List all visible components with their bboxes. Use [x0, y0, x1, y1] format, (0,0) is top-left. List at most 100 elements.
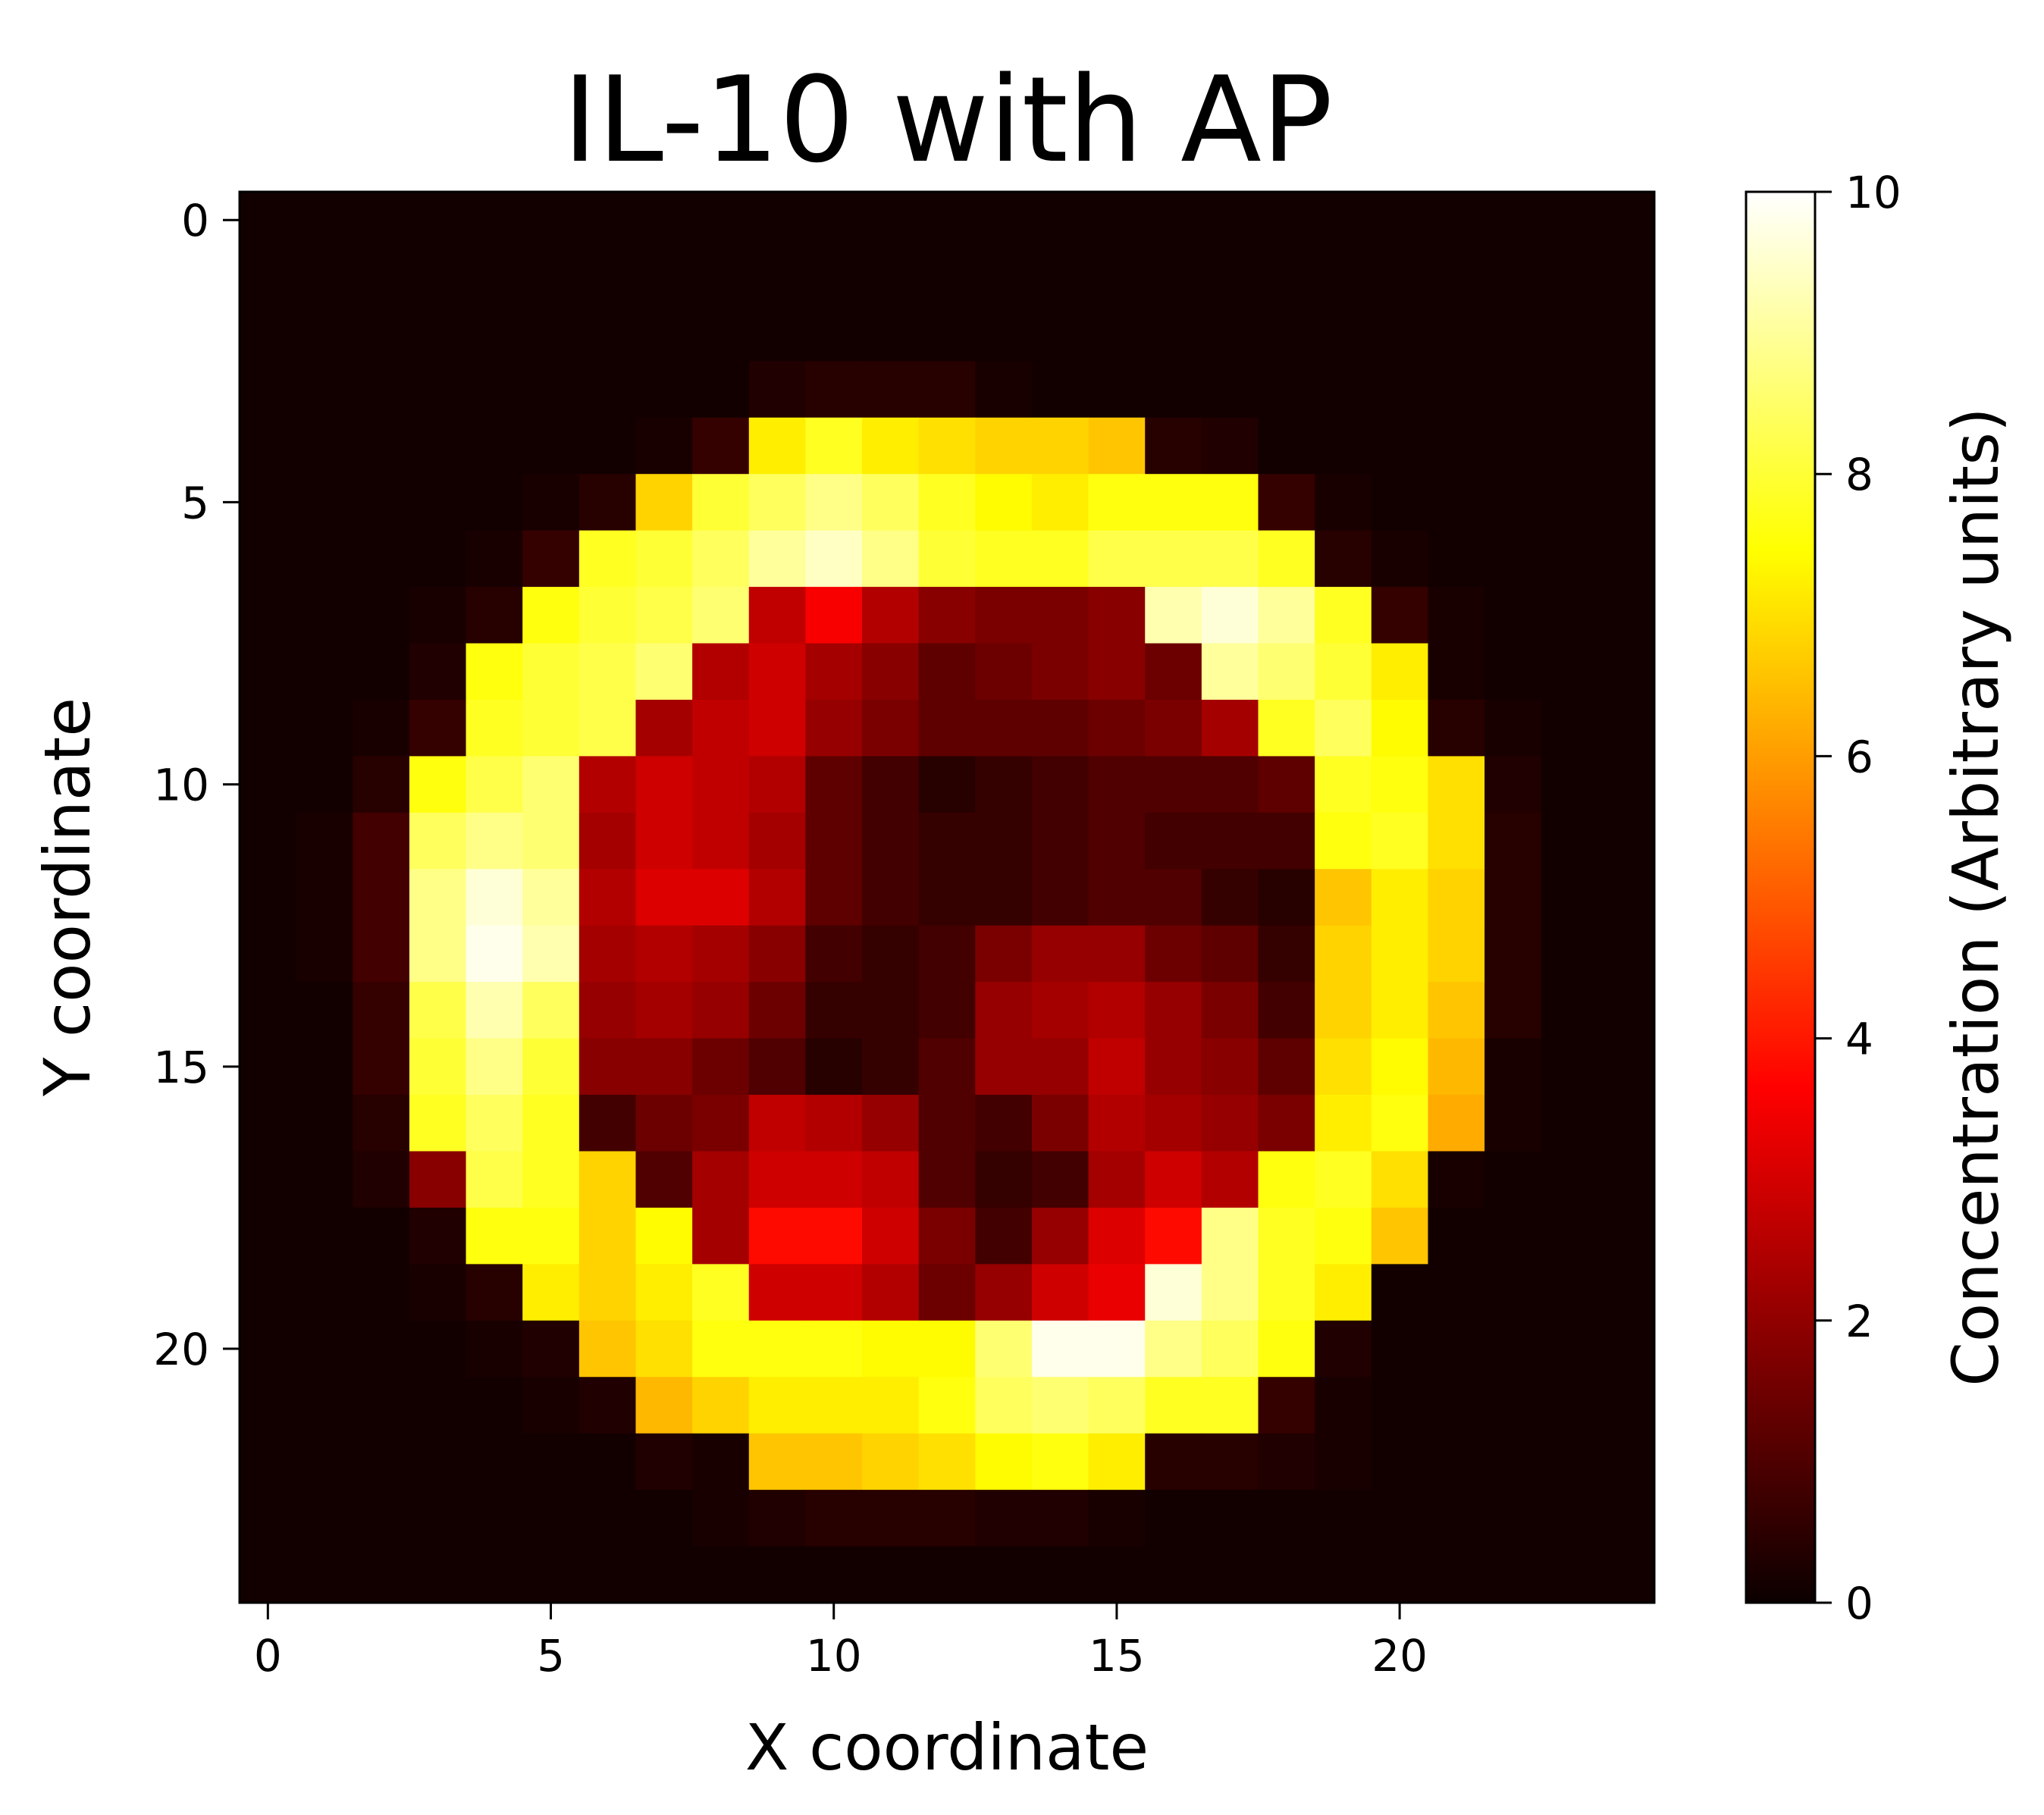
heatmap-cell — [522, 192, 580, 249]
heatmap-cell — [1315, 1377, 1372, 1434]
heatmap-cell — [240, 248, 297, 306]
heatmap-cell — [1597, 1320, 1655, 1378]
heatmap-cell — [1031, 1546, 1089, 1603]
heatmap-cell — [862, 530, 920, 588]
heatmap-cell — [1484, 1377, 1542, 1434]
heatmap-cell — [692, 756, 750, 813]
heatmap-cell — [748, 699, 806, 757]
heatmap-cell — [1541, 1151, 1598, 1208]
heatmap-cell — [1597, 982, 1655, 1039]
heatmap-cell — [975, 699, 1033, 757]
heatmap-cell — [1428, 1264, 1485, 1321]
heatmap-cell — [522, 756, 580, 813]
heatmap-cell — [1597, 925, 1655, 983]
heatmap-cell — [1597, 304, 1655, 362]
colorbar-tick-label: 0 — [1845, 1578, 1873, 1629]
heatmap-cell — [578, 1207, 637, 1265]
heatmap-cell — [1315, 1546, 1372, 1603]
heatmap-cell — [1541, 1207, 1598, 1265]
heatmap-cell — [409, 699, 467, 757]
heatmap-cell — [1597, 1207, 1655, 1265]
heatmap-cell — [296, 474, 353, 531]
heatmap-cell — [1597, 1433, 1655, 1491]
heatmap-cell — [1484, 925, 1542, 983]
heatmap-cell — [466, 1320, 523, 1378]
heatmap-cell — [409, 192, 467, 249]
heatmap-cell — [1541, 1433, 1598, 1491]
heatmap-cell — [1371, 530, 1429, 588]
heatmap-cell — [748, 1320, 806, 1378]
heatmap-cell — [975, 1264, 1033, 1321]
heatmap-cell — [466, 1095, 523, 1152]
heatmap-cell — [1031, 699, 1089, 757]
heatmap-cell — [1371, 1320, 1429, 1378]
heatmap-cell — [748, 1546, 806, 1603]
heatmap-cell — [296, 1207, 353, 1265]
heatmap-cell — [748, 812, 806, 870]
heatmap-cell — [1371, 192, 1429, 249]
heatmap-cell — [1031, 982, 1089, 1039]
heatmap-cell — [578, 530, 637, 588]
heatmap-cell — [1541, 699, 1598, 757]
heatmap-cell — [466, 248, 523, 306]
heatmap-cell — [353, 417, 410, 475]
heatmap-cell — [240, 1038, 297, 1096]
heatmap-cell — [1145, 304, 1202, 362]
heatmap-cell — [1371, 587, 1429, 644]
heatmap-cell — [975, 812, 1033, 870]
plot-frame — [238, 190, 1656, 1604]
heatmap-cell — [240, 1095, 297, 1152]
heatmap-cell — [522, 1490, 580, 1547]
heatmap-cell — [353, 1377, 410, 1434]
heatmap-cell — [353, 925, 410, 983]
heatmap-cell — [918, 530, 976, 588]
heatmap-cell — [522, 1038, 580, 1096]
heatmap-cell — [1258, 1546, 1315, 1603]
heatmap-cell — [692, 304, 750, 362]
heatmap-cell — [1201, 1264, 1259, 1321]
heatmap-cell — [1484, 982, 1542, 1039]
heatmap-cell — [635, 1377, 693, 1434]
heatmap-cell — [635, 925, 693, 983]
heatmap-cell — [635, 869, 693, 926]
heatmap-cell — [353, 1264, 410, 1321]
heatmap-cell — [918, 1490, 976, 1547]
heatmap-cell — [466, 982, 523, 1039]
heatmap-cell — [466, 869, 523, 926]
heatmap-cell — [1201, 1320, 1259, 1378]
heatmap-cell — [918, 1320, 976, 1378]
heatmap-cell — [1315, 1320, 1372, 1378]
colorbar-tick-label: 4 — [1845, 1014, 1873, 1065]
heatmap-cell — [1597, 1490, 1655, 1547]
heatmap-cell — [409, 1546, 467, 1603]
heatmap-cell — [1315, 474, 1372, 531]
heatmap-cell — [975, 417, 1033, 475]
heatmap-cell — [409, 812, 467, 870]
heatmap-cell — [240, 304, 297, 362]
heatmap-cell — [862, 1264, 920, 1321]
heatmap-cell — [1428, 699, 1485, 757]
heatmap-cell — [353, 1490, 410, 1547]
heatmap-cell — [1371, 925, 1429, 983]
heatmap-cell — [466, 1377, 523, 1434]
heatmap-cell — [1371, 869, 1429, 926]
heatmap-cell — [1088, 1207, 1146, 1265]
heatmap-cell — [1201, 417, 1259, 475]
heatmap-cell — [296, 587, 353, 644]
heatmap-cell — [635, 361, 693, 418]
heatmap-cell — [1541, 925, 1598, 983]
heatmap-cell — [635, 1546, 693, 1603]
heatmap-cell — [862, 361, 920, 418]
heatmap-cell — [1541, 192, 1598, 249]
heatmap-cell — [748, 248, 806, 306]
heatmap-cell — [1428, 643, 1485, 701]
heatmap-cell — [1428, 248, 1485, 306]
heatmap-cell — [1088, 756, 1146, 813]
heatmap-cell — [1371, 1095, 1429, 1152]
heatmap-cell — [975, 1151, 1033, 1208]
heatmap-cell — [578, 1151, 637, 1208]
heatmap-cell — [918, 248, 976, 306]
heatmap-cell — [635, 756, 693, 813]
heatmap-cell — [918, 643, 976, 701]
heatmap-cell — [409, 1320, 467, 1378]
